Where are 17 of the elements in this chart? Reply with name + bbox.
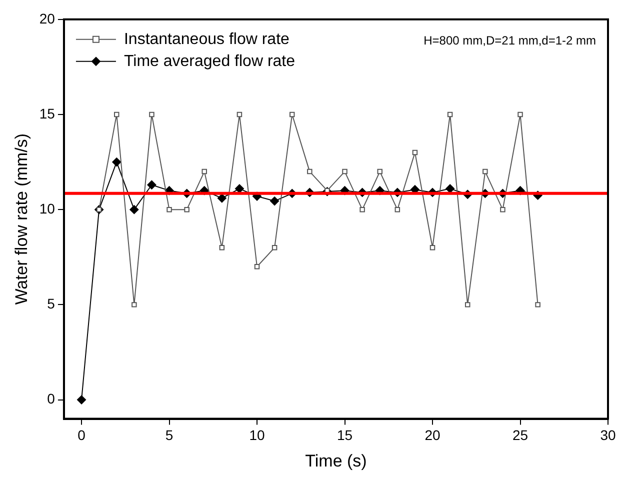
x-tick-label: 10 (249, 427, 266, 444)
x-tick-label: 30 (600, 427, 616, 444)
x-tick-label: 0 (78, 427, 86, 444)
x-tick-label: 5 (165, 427, 174, 444)
y-axis-title: Water flow rate (mm/s) (12, 133, 31, 305)
annotation: H=800 mm,D=21 mm,d=1-2 mm (424, 34, 596, 48)
y-tick-label: 20 (39, 10, 56, 26)
legend-label: Time averaged flow rate (124, 52, 296, 70)
x-tick-label: 25 (512, 427, 528, 444)
y-tick-label: 10 (39, 200, 56, 216)
y-tick-label: 0 (47, 390, 56, 407)
y-tick-label: 15 (39, 105, 56, 122)
y-tick-label: 5 (47, 296, 56, 312)
x-tick-label: 15 (336, 427, 353, 444)
x-tick-label: 20 (424, 427, 441, 444)
x-axis-title: Time (s) (305, 451, 367, 470)
legend-label: Instantaneous flow rate (124, 30, 290, 48)
